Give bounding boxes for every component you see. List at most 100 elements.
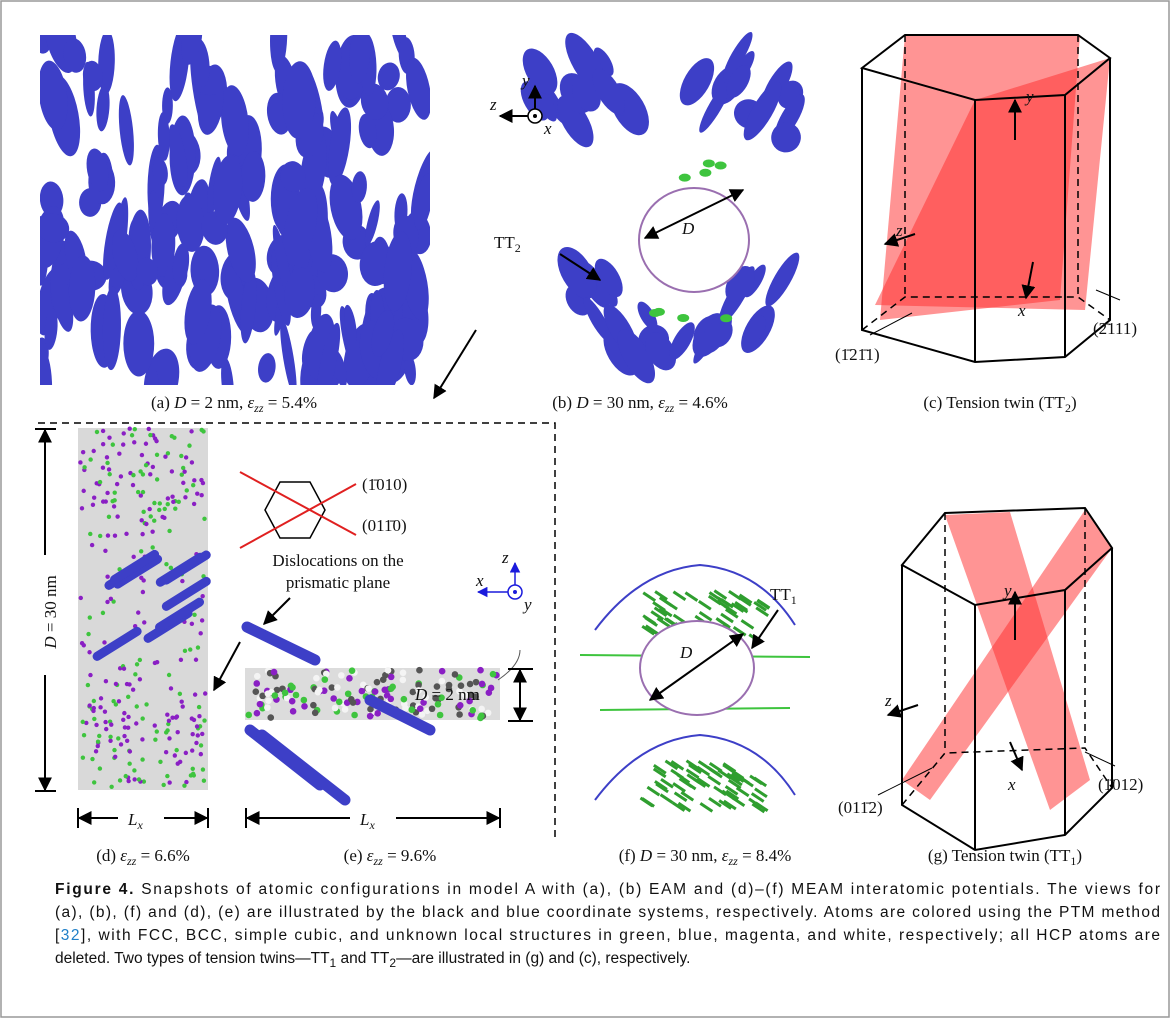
atom	[289, 698, 296, 705]
reference-link[interactable]: 32	[61, 927, 80, 944]
atom	[150, 545, 154, 549]
void	[639, 188, 749, 292]
plane-label: (011̄0)	[362, 516, 407, 535]
atom-cluster	[677, 314, 689, 322]
atom	[349, 667, 356, 674]
atom	[81, 450, 85, 454]
atom	[141, 510, 145, 514]
atom	[114, 682, 118, 686]
atom	[105, 600, 109, 604]
atom	[400, 669, 407, 676]
atom-plane	[660, 795, 672, 803]
atom	[191, 767, 195, 771]
atom	[486, 689, 493, 696]
atom	[182, 469, 186, 473]
arrow	[434, 330, 476, 398]
caption-e: (e) εzz = 9.6%	[344, 846, 437, 868]
atom	[86, 683, 90, 687]
atom	[107, 467, 111, 471]
atom	[184, 455, 188, 459]
arrow	[264, 598, 290, 624]
dimension-label: D = 2 nm	[414, 685, 480, 704]
axis-label: y	[1024, 87, 1034, 106]
atom	[155, 729, 159, 733]
atom-plane	[685, 593, 697, 601]
atom-cluster	[720, 314, 732, 322]
plane-label: (1̄21̄1)	[835, 345, 880, 364]
atom	[101, 611, 105, 615]
atom	[126, 726, 130, 730]
atom	[108, 739, 112, 743]
atom	[200, 732, 204, 736]
atom	[107, 435, 111, 439]
atom	[323, 671, 330, 678]
atom-plane	[643, 616, 655, 624]
atom	[191, 483, 195, 487]
plane-label: (2̄111)	[1093, 319, 1137, 338]
atom	[365, 685, 372, 692]
atom	[170, 469, 174, 473]
atom	[82, 643, 86, 647]
atom-plane	[700, 803, 712, 811]
atom	[109, 785, 113, 789]
atom	[345, 690, 352, 697]
atom	[178, 692, 182, 696]
atom-cluster	[123, 311, 154, 377]
atom	[92, 699, 96, 703]
atom	[477, 667, 484, 674]
axis-label: x	[1007, 775, 1016, 794]
atom-cluster	[116, 94, 136, 166]
axis-label: z	[489, 95, 497, 114]
atom	[192, 613, 196, 617]
atom	[82, 489, 86, 493]
atom	[80, 506, 84, 510]
atom	[164, 562, 168, 566]
atom	[195, 724, 199, 728]
plane-label: (1̄012)	[1098, 775, 1143, 794]
atom	[177, 500, 181, 504]
atom	[163, 507, 167, 511]
atom	[200, 594, 204, 598]
axis-label: y	[520, 71, 530, 90]
atom	[338, 672, 345, 679]
atom	[289, 684, 296, 691]
atom	[202, 778, 206, 782]
atom	[388, 674, 395, 681]
atom	[94, 723, 98, 727]
note: Dislocations on the	[272, 551, 403, 570]
atom	[92, 495, 96, 499]
atom	[194, 658, 198, 662]
atom-image	[24, 0, 446, 419]
atom	[350, 699, 357, 706]
atom	[147, 427, 151, 431]
atom	[94, 749, 98, 753]
atom	[117, 699, 121, 703]
atom	[149, 514, 153, 518]
atom	[165, 713, 169, 717]
atom	[147, 507, 151, 511]
atom	[139, 549, 143, 553]
atom-plane	[754, 778, 766, 786]
axis-label: z	[895, 221, 903, 240]
atom	[82, 465, 86, 469]
atom	[144, 702, 148, 706]
atom	[190, 716, 194, 720]
atom	[106, 533, 110, 537]
atom	[190, 460, 194, 464]
atom-cluster	[36, 350, 53, 415]
atom	[103, 549, 107, 553]
atom	[153, 723, 157, 727]
atom	[188, 647, 192, 651]
axis	[1010, 742, 1022, 770]
atom	[171, 500, 175, 504]
caption-c: (c) Tension twin (TT2)	[923, 393, 1076, 415]
atom	[98, 766, 102, 770]
atom	[254, 710, 261, 717]
atom	[79, 596, 83, 600]
atom	[121, 718, 125, 722]
atom	[282, 690, 289, 697]
atom	[88, 615, 92, 619]
atom-cluster	[715, 162, 727, 170]
atom	[96, 739, 100, 743]
atom	[456, 711, 463, 718]
